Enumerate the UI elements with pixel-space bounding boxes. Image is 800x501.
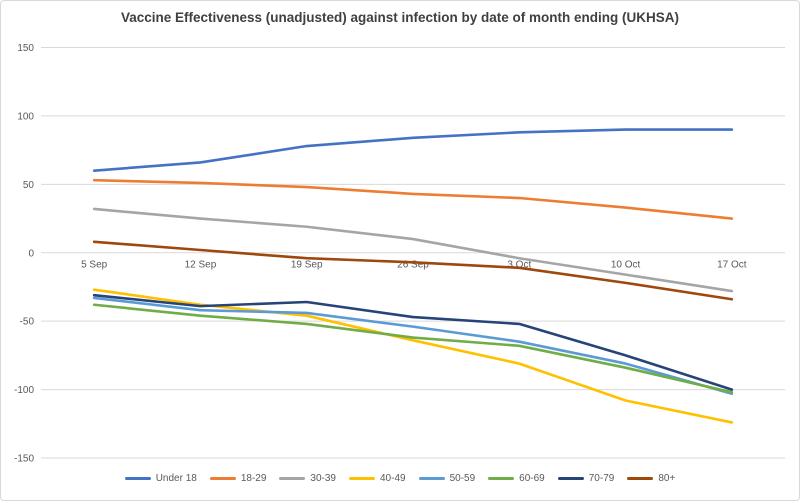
legend: Under 18 18-29 30-39 40-49 50-59 60-69 70-79 80… <box>1 473 799 484</box>
x-axis-tick-label: 26 Sep <box>397 259 429 270</box>
series-line-30-39 <box>92 207 734 293</box>
x-axis-tick-label: 12 Sep <box>185 259 217 270</box>
legend-item-60-69: 60-69 <box>488 473 545 484</box>
y-axis-tick-label: 150 <box>17 43 34 54</box>
legend-item-under-18: Under 18 <box>124 473 197 484</box>
x-axis-tick-label: 5 Sep <box>81 259 108 270</box>
legend-label-40-49: 40-49 <box>380 473 406 484</box>
series-line-18-29 <box>92 178 734 220</box>
legend-swatch-30-39 <box>279 476 306 481</box>
y-axis-tick-label: -50 <box>20 317 35 328</box>
legend-item-80: 80+ <box>627 473 675 484</box>
legend-item-70-79: 70-79 <box>557 473 615 484</box>
legend-item-18-29: 18-29 <box>209 473 267 484</box>
x-axis-tick-label: 10 Oct <box>611 259 641 270</box>
x-axis-tick-label: 19 Sep <box>291 259 323 270</box>
legend-label-under-18: Under 18 <box>155 473 197 484</box>
x-axis-tick-label: 3 Oct <box>507 259 531 270</box>
legend-swatch-under-18 <box>124 476 151 481</box>
legend-label-70-79: 70-79 <box>588 473 615 484</box>
y-axis-tick-label: 0 <box>28 248 34 259</box>
legend-label-30-39: 30-39 <box>310 473 336 484</box>
chart-title: Vaccine Effectiveness (unadjusted) again… <box>120 10 680 25</box>
legend-item-40-49: 40-49 <box>349 473 406 484</box>
legend-swatch-40-49 <box>349 476 375 481</box>
legend-item-30-39: 30-39 <box>279 473 336 484</box>
legend-label-80: 80+ <box>658 473 676 484</box>
series-line-80 <box>92 240 734 301</box>
series-line-70-79 <box>92 293 734 391</box>
legend-label-18-29: 18-29 <box>240 473 267 484</box>
legend-label-50-59: 50-59 <box>449 473 476 484</box>
legend-label-60-69: 60-69 <box>519 473 545 484</box>
series-line-60-69 <box>92 303 734 394</box>
legend-swatch-50-59 <box>418 476 445 481</box>
y-axis-tick-label: -100 <box>14 385 34 396</box>
legend-swatch-80 <box>627 476 654 481</box>
series-line-under-18 <box>92 128 734 172</box>
y-axis-tick-label: 50 <box>23 180 35 191</box>
series-line-40-49 <box>92 288 734 424</box>
y-axis-tick-label: 100 <box>17 111 34 122</box>
legend-swatch-60-69 <box>488 476 515 481</box>
x-axis-tick-label: 17 Oct <box>717 259 747 270</box>
legend-swatch-70-79 <box>557 476 584 481</box>
y-axis-tick-label: -150 <box>14 454 34 465</box>
legend-item-50-59: 50-59 <box>418 473 476 484</box>
legend-swatch-18-29 <box>209 476 236 481</box>
series-line-50-59 <box>92 296 734 395</box>
